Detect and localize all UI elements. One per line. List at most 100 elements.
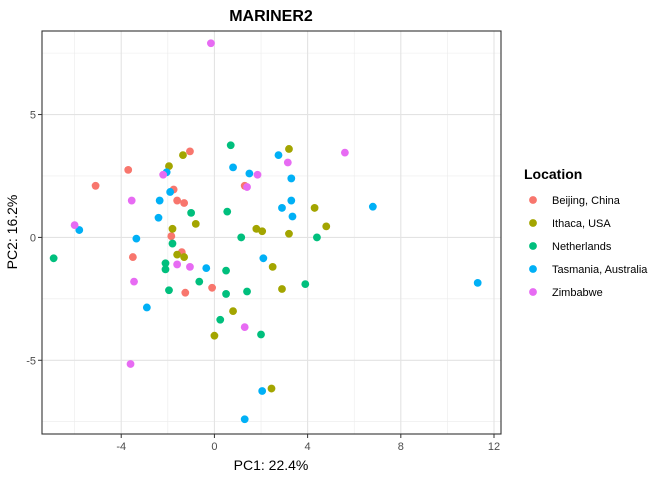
x-tick-label: 0 — [211, 441, 217, 453]
data-point-zimbabwe — [126, 360, 135, 368]
x-tick-label: -4 — [116, 441, 126, 453]
data-point-netherlands — [301, 280, 310, 289]
data-point-netherlands — [257, 330, 265, 339]
data-point-netherlands — [237, 233, 246, 242]
data-point-ithaca-usa — [180, 253, 189, 261]
data-point-netherlands — [216, 315, 225, 324]
data-point-tasmania-australia — [287, 174, 296, 183]
data-point-netherlands — [49, 254, 58, 263]
legend-swatch-beijing-china — [529, 196, 537, 204]
data-point-tasmania-australia — [75, 226, 84, 234]
data-point-zimbabwe — [130, 277, 138, 286]
data-point-tasmania-australia — [274, 151, 283, 159]
legend-swatch-ithaca-usa — [529, 219, 537, 227]
data-point-beijing-china — [181, 288, 190, 297]
legend-label-netherlands: Netherlands — [552, 241, 612, 253]
data-point-zimbabwe — [207, 39, 215, 48]
y-tick-label: 0 — [30, 232, 36, 244]
data-point-ithaca-usa — [191, 219, 200, 228]
data-point-tasmania-australia — [278, 204, 286, 212]
data-point-netherlands — [195, 277, 204, 286]
data-point-zimbabwe — [173, 260, 182, 269]
legend-item-zimbabwe: Zimbabwe — [529, 287, 603, 299]
data-point-zimbabwe — [70, 221, 79, 230]
axes: -4 0 4 8 12 -5 0 5 — [26, 110, 500, 453]
data-point-ithaca-usa — [229, 307, 237, 316]
data-point-zimbabwe — [340, 148, 349, 157]
data-point-tasmania-australia — [288, 212, 297, 221]
x-tick-label: 8 — [398, 441, 404, 453]
data-point-netherlands — [222, 266, 230, 275]
legend-label-tasmania-australia: Tasmania, Australia — [552, 264, 648, 276]
data-point-ithaca-usa — [252, 224, 261, 233]
data-point-ithaca-usa — [285, 229, 293, 238]
data-point-netherlands — [161, 259, 170, 268]
y-tick-label: -5 — [26, 355, 36, 367]
data-points — [49, 39, 482, 424]
grid-lines — [42, 31, 501, 434]
legend-item-netherlands: Netherlands — [529, 241, 612, 253]
data-point-tasmania-australia — [240, 415, 249, 424]
legend-swatch-netherlands — [529, 242, 537, 250]
legend-label-zimbabwe: Zimbabwe — [552, 287, 603, 299]
data-point-zimbabwe — [127, 196, 136, 205]
data-point-ithaca-usa — [310, 204, 319, 212]
data-point-tasmania-australia — [229, 163, 237, 172]
legend-label-beijing-china: Beijing, China — [552, 195, 621, 207]
data-point-ithaca-usa — [173, 250, 182, 259]
data-point-netherlands — [168, 239, 177, 248]
data-point-zimbabwe — [243, 183, 251, 191]
data-point-ithaca-usa — [210, 331, 219, 340]
data-point-zimbabwe — [240, 323, 249, 332]
data-point-netherlands — [165, 286, 173, 295]
data-point-tasmania-australia — [142, 303, 151, 312]
data-point-beijing-china — [186, 147, 194, 156]
legend-label-ithaca-usa: Ithaca, USA — [552, 218, 611, 230]
data-point-tasmania-australia — [287, 196, 296, 205]
chart-title: MARINER2 — [229, 8, 313, 25]
data-point-beijing-china — [167, 232, 176, 241]
data-point-beijing-china — [128, 253, 137, 261]
data-point-beijing-china — [91, 181, 100, 190]
data-point-tasmania-australia — [132, 234, 141, 243]
data-point-netherlands — [187, 208, 196, 217]
data-point-zimbabwe — [186, 263, 194, 271]
data-point-netherlands — [222, 290, 230, 298]
legend-swatch-tasmania-australia — [529, 265, 537, 273]
data-point-beijing-china — [208, 283, 216, 292]
data-point-tasmania-australia — [258, 387, 267, 395]
x-tick-label: 12 — [488, 441, 500, 453]
data-point-ithaca-usa — [322, 222, 331, 231]
data-point-tasmania-australia — [245, 169, 254, 178]
legend-item-ithaca-usa: Ithaca, USA — [529, 218, 611, 230]
data-point-ithaca-usa — [267, 384, 276, 393]
legend-swatch-zimbabwe — [529, 288, 537, 296]
data-point-beijing-china — [124, 165, 133, 174]
y-axis-label: PC2: 16.2% — [4, 195, 20, 270]
data-point-netherlands — [313, 233, 321, 242]
data-point-tasmania-australia — [155, 196, 164, 205]
data-point-tasmania-australia — [259, 254, 268, 263]
data-point-zimbabwe — [283, 158, 292, 167]
data-point-tasmania-australia — [166, 188, 175, 196]
data-point-beijing-china — [180, 199, 189, 207]
data-point-tasmania-australia — [368, 202, 377, 211]
data-point-beijing-china — [173, 196, 182, 205]
legend-item-beijing-china: Beijing, China — [529, 195, 621, 207]
data-point-netherlands — [243, 287, 251, 296]
data-point-zimbabwe — [159, 170, 168, 179]
data-point-ithaca-usa — [258, 227, 267, 236]
data-point-ithaca-usa — [168, 224, 177, 233]
data-point-ithaca-usa — [179, 151, 187, 159]
data-point-netherlands — [223, 207, 232, 216]
data-point-ithaca-usa — [278, 285, 286, 293]
legend-title: Location — [524, 166, 582, 182]
x-axis-label: PC1: 22.4% — [234, 457, 309, 473]
legend-item-tasmania-australia: Tasmania, Australia — [529, 264, 648, 276]
data-point-netherlands — [161, 265, 170, 274]
data-point-tasmania-australia — [202, 264, 211, 273]
data-point-zimbabwe — [253, 170, 262, 179]
